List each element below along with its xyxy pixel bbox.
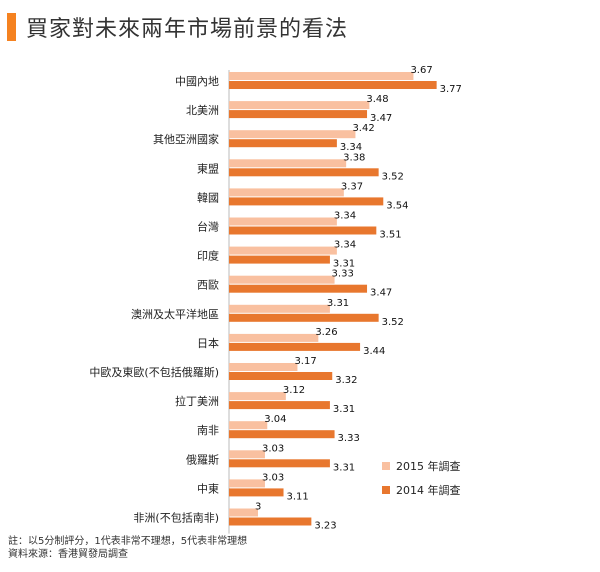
chart-notes: 註：以5分制評分，1代表非常不理想，5代表非常理想 資料來源：香港貿發局調查	[8, 535, 247, 561]
category-label: 韓國	[197, 191, 219, 204]
bar-2014	[229, 459, 330, 468]
legend-swatch-2014	[382, 486, 390, 494]
bar-2014	[229, 81, 437, 89]
value-label-2015: 3.37	[341, 181, 363, 192]
bar-2014	[229, 430, 335, 439]
source-note: 資料來源：香港貿發局調查	[8, 549, 128, 560]
value-label-2014: 3.31	[333, 404, 355, 415]
legend-swatch-2015	[382, 462, 390, 470]
value-label-2015: 3.31	[327, 298, 349, 309]
value-label-2014: 3.33	[338, 433, 360, 444]
bar-2015	[229, 363, 298, 371]
bar-2014	[229, 313, 379, 322]
value-label-2015: 3.34	[334, 211, 356, 222]
bar-2015	[229, 304, 330, 313]
value-label-2014: 3.11	[287, 491, 309, 502]
category-label: 北美洲	[186, 104, 219, 117]
value-label-2015: 3.03	[262, 443, 284, 454]
bar-2014	[229, 517, 312, 526]
bar-2015	[229, 479, 265, 488]
bar-2015	[229, 101, 370, 110]
value-label-2015: 3.42	[352, 123, 374, 134]
value-label-2015: 3.04	[264, 414, 286, 425]
value-label-2015: 3.33	[332, 269, 354, 280]
bar-2015	[229, 275, 335, 284]
bar-2014	[229, 401, 330, 410]
category-label: 中歐及東歐(不包括俄羅斯)	[89, 365, 219, 379]
bar-2015	[229, 246, 337, 255]
value-label-2015: 3.26	[315, 327, 337, 338]
category-label: 台灣	[197, 220, 219, 234]
category-label: 中東	[197, 482, 219, 495]
bar-2015	[229, 421, 268, 430]
bar-2014	[229, 255, 330, 264]
bar-2015	[229, 217, 337, 226]
category-label: 其他亞洲國家	[153, 132, 219, 146]
bar-2014	[229, 197, 384, 206]
bar-2014	[229, 284, 368, 293]
bar-2014	[229, 342, 361, 351]
value-label-2015: 3.34	[334, 240, 356, 251]
bar-2015	[229, 450, 265, 459]
title-accent-bar	[7, 13, 16, 41]
value-label-2015: 3.38	[343, 152, 365, 163]
bar-2015	[229, 333, 319, 342]
value-label-2015: 3.03	[262, 472, 284, 483]
value-label-2015: 3.48	[366, 94, 388, 105]
value-label-2014: 3.47	[370, 113, 392, 124]
bar-2014	[229, 226, 377, 235]
value-label-2014: 3.52	[382, 171, 404, 182]
bar-2015	[229, 130, 356, 139]
category-label: 中國內地	[175, 75, 219, 88]
value-label-2014: 3.34	[340, 142, 362, 153]
bar-2015	[229, 188, 344, 197]
bar-2015	[229, 159, 347, 168]
value-label-2014: 3.23	[314, 521, 336, 532]
bar-2015	[229, 392, 286, 401]
legend-label-2014: 2014 年調查	[396, 483, 461, 497]
category-label: 西歐	[197, 278, 219, 292]
category-label: 東盟	[197, 162, 219, 175]
category-label: 印度	[197, 249, 219, 263]
value-label-2014: 3.51	[379, 230, 401, 241]
bar-2014	[229, 110, 368, 119]
bar-2014	[229, 139, 337, 148]
value-label-2015: 3	[255, 502, 261, 513]
value-label-2015: 3.12	[283, 385, 305, 396]
value-label-2014: 3.54	[386, 200, 408, 211]
rating-note: 註：以5分制評分，1代表非常不理想，5代表非常理想	[8, 536, 248, 547]
bar-2014	[229, 372, 333, 380]
value-label-2014: 3.52	[382, 317, 404, 328]
value-label-2014: 3.77	[440, 84, 462, 95]
category-label: 日本	[197, 336, 219, 350]
value-label-2014: 3.44	[363, 346, 385, 357]
page-title: 買家對未來兩年市場前景的看法	[26, 17, 349, 42]
bar-2014	[229, 168, 379, 177]
bar-2015	[229, 508, 258, 517]
value-label-2015: 3.17	[294, 356, 316, 367]
legend-label-2015: 2015 年調查	[396, 459, 461, 473]
value-label-2014: 3.47	[370, 288, 392, 299]
bar-2014	[229, 488, 284, 497]
category-label: 澳洲及太平洋地區	[131, 307, 219, 321]
value-label-2015: 3.67	[410, 65, 432, 76]
category-label: 拉丁美洲	[175, 394, 219, 408]
category-label: 南非	[197, 424, 219, 437]
category-label: 非洲(不包括南非)	[133, 511, 219, 525]
value-label-2014: 3.31	[333, 462, 355, 473]
category-label: 俄羅斯	[186, 453, 219, 466]
bar-2015	[229, 72, 414, 80]
value-label-2014: 3.31	[333, 259, 355, 270]
value-label-2014: 3.32	[335, 375, 357, 386]
